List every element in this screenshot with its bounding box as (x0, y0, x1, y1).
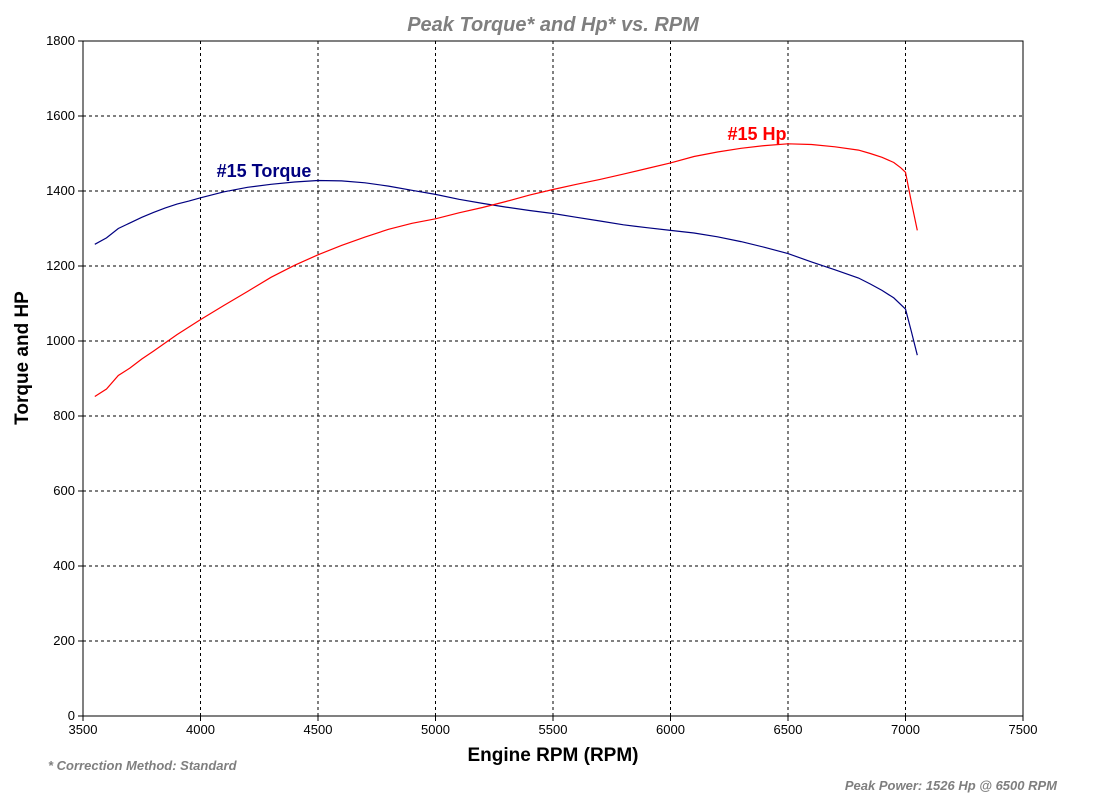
y-tick-label: 600 (53, 483, 75, 498)
series-line-hp (94, 143, 918, 398)
series-lines (94, 143, 918, 398)
x-tick-label: 7500 (1009, 722, 1038, 737)
x-tick-label: 4000 (186, 722, 215, 737)
y-axis-label: Torque and HP (12, 291, 33, 425)
x-tick-label: 5000 (421, 722, 450, 737)
x-tick-label: 3500 (69, 722, 98, 737)
chart-title: Peak Torque* and Hp* vs. RPM (407, 14, 700, 36)
series-label-hp: #15 Hp (727, 124, 786, 144)
y-tick-label: 1200 (46, 258, 75, 273)
y-tick-label: 0 (68, 708, 75, 723)
x-tick-label: 4500 (304, 722, 333, 737)
y-tick-label: 400 (53, 558, 75, 573)
y-tick-label: 1600 (46, 108, 75, 123)
x-axis-label: Engine RPM (RPM) (468, 745, 639, 766)
y-tick-label: 200 (53, 633, 75, 648)
y-tick-label: 1800 (46, 33, 75, 48)
x-axis-ticks: 3500 4000 4500 5000 5500 6000 6500 7000 7500 (69, 716, 1038, 737)
series-label-torque: #15 Torque (217, 161, 312, 181)
y-axis-ticks: 0 200 400 600 800 1000 1200 1400 1600 1800 (46, 33, 83, 723)
correction-method-note: * Correction Method: Standard (48, 758, 238, 773)
y-tick-label: 800 (53, 408, 75, 423)
y-tick-label: 1000 (46, 333, 75, 348)
y-tick-label: 1400 (46, 183, 75, 198)
x-tick-label: 7000 (891, 722, 920, 737)
peak-power-note: Peak Power: 1526 Hp @ 6500 RPM (845, 778, 1058, 793)
x-tick-label: 6500 (774, 722, 803, 737)
x-tick-label: 5500 (539, 722, 568, 737)
grid-lines (82, 40, 1024, 717)
series-line-torque (94, 179, 918, 356)
x-tick-label: 6000 (656, 722, 685, 737)
